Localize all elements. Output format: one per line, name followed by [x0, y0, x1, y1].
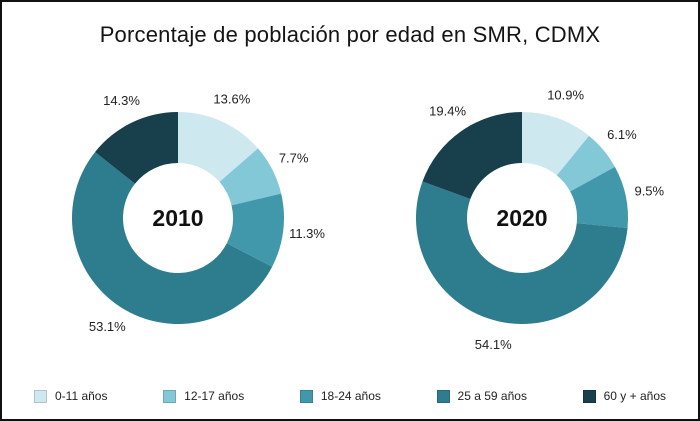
donut-slice-12-17-años	[556, 135, 615, 192]
charts-row: 13.6% 7.7% 11.3% 53.1% 14.3% 2010 10.9% 6.1% 9.…	[2, 48, 698, 387]
donut-slice-60-y-+-años	[422, 112, 522, 200]
donut-slice-18-24-años	[570, 166, 628, 228]
donut-center-label: 2020	[496, 205, 547, 231]
slice-value-label: 14.3%	[103, 93, 140, 108]
legend-swatch-1	[163, 389, 177, 403]
legend-label: 18-24 años	[320, 389, 381, 403]
donut-svg-2010: 13.6% 7.7% 11.3% 53.1% 14.3% 2010	[71, 92, 325, 334]
donut-chart-2010: 13.6% 7.7% 11.3% 53.1% 14.3% 2010	[8, 65, 348, 370]
donut-slice-60-y-+-años	[95, 112, 178, 184]
donut-slice-25-a-59-años	[416, 181, 628, 324]
legend-swatch-3	[436, 389, 450, 403]
slice-value-label: 10.9%	[547, 88, 584, 103]
slice-value-label: 11.3%	[289, 226, 325, 241]
slice-value-label: 6.1%	[607, 127, 637, 142]
legend-label: 0-11 años	[55, 389, 108, 403]
legend-label: 60 y + años	[603, 389, 666, 403]
legend-item: 25 a 59 años	[436, 389, 527, 403]
slice-value-label: 53.1%	[89, 319, 126, 334]
legend-item: 18-24 años	[299, 389, 381, 403]
legend-item: 0-11 años	[34, 389, 107, 403]
legend-label: 25 a 59 años	[457, 389, 527, 403]
legend-item: 60 y + años	[582, 389, 666, 403]
donut-slice-25-a-59-años	[71, 151, 273, 325]
donut-center-label: 2010	[152, 205, 203, 231]
legend-label: 12-17 años	[184, 389, 245, 403]
chart-title: Porcentaje de población por edad en SMR,…	[99, 22, 601, 47]
legend-swatch-0	[34, 389, 47, 403]
donut-slice-0-11-años	[178, 112, 258, 182]
slice-value-label: 19.4%	[429, 103, 466, 118]
chart-legend: 0-11 años 12-17 años 18-24 años 25 a 59 año…	[2, 389, 698, 403]
slice-value-label: 54.1%	[475, 337, 512, 352]
donut-slice-12-17-años	[219, 148, 282, 206]
slice-value-label: 9.5%	[634, 184, 664, 199]
slice-value-label: 7.7%	[279, 151, 309, 166]
legend-item: 12-17 años	[163, 389, 244, 403]
slice-value-label: 13.6%	[213, 92, 250, 107]
donut-chart-2020: 10.9% 6.1% 9.5% 54.1% 19.4% 2020	[352, 65, 692, 370]
donut-svg-2020: 10.9% 6.1% 9.5% 54.1% 19.4% 2020	[416, 88, 665, 352]
legend-swatch-4	[582, 389, 596, 403]
donut-slice-18-24-años	[226, 193, 284, 267]
donut-slice-0-11-años	[522, 112, 590, 176]
legend-swatch-2	[299, 389, 313, 403]
